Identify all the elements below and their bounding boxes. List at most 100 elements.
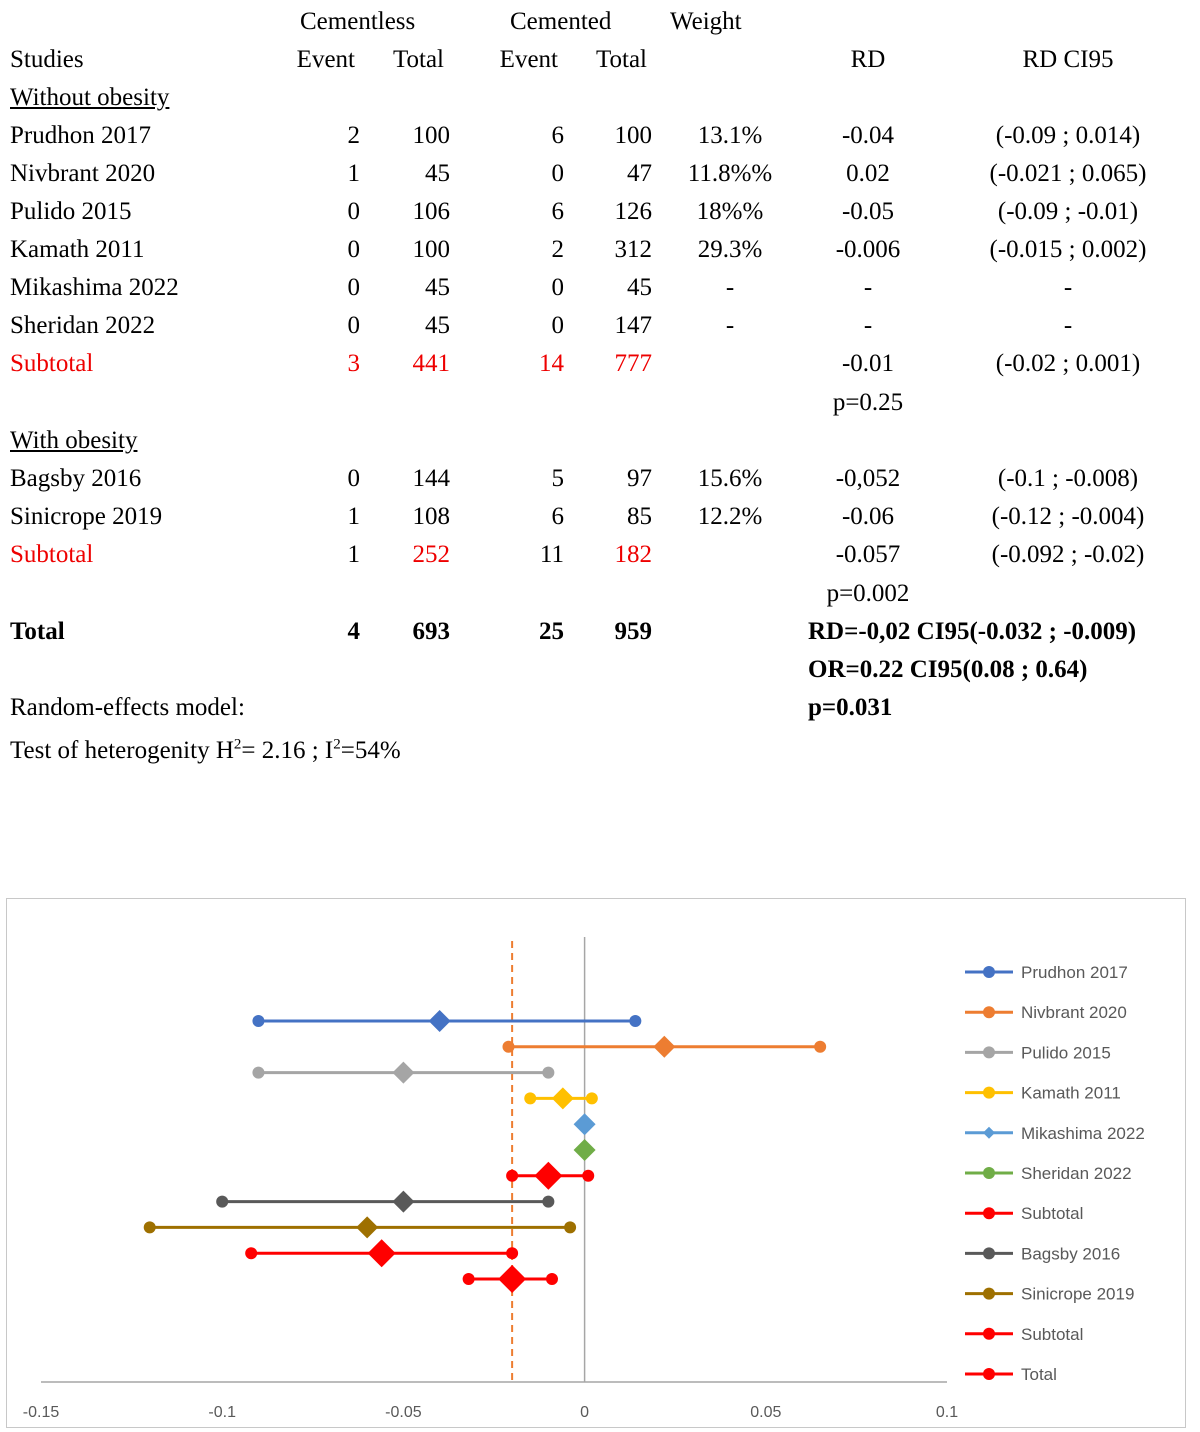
subtotal-event-1: 1 — [347, 541, 361, 568]
ci-lower-point — [252, 1066, 265, 1079]
x-tick-label: -0.15 — [23, 1404, 60, 1421]
row-event-2: 0 — [551, 274, 565, 301]
header-studies: Studies — [10, 46, 84, 73]
legend-label: Mikashima 2022 — [1021, 1124, 1145, 1143]
row-event-2: 6 — [551, 198, 565, 225]
row-ci: (-0.015 ; 0.002) — [989, 236, 1147, 263]
heterogeneity-h-value: = 2.16 ; I — [241, 737, 334, 764]
ci-upper-point — [545, 1273, 558, 1285]
total-rd-line: RD=-0,02 CI95(-0.032 ; -0.009) — [808, 618, 1137, 645]
subtotal-rd: -0.01 — [841, 350, 895, 377]
legend-label: Kamath 2011 — [1021, 1084, 1121, 1103]
subtotal-total-1: 441 — [412, 350, 451, 377]
forest-plot-chart: -0.15 -0.1 -0.05 0 0.05 0.1 Prudhon 2017 Nivbra… — [6, 898, 1186, 1428]
row-total-1: 100 — [412, 122, 451, 149]
rd-point — [573, 1113, 596, 1136]
ci-upper-point — [506, 1247, 519, 1260]
row-weight: 11.8%% — [687, 160, 773, 187]
ci-upper-point — [585, 1092, 598, 1105]
x-tick-label: 0 — [580, 1404, 589, 1421]
header-event-1: Event — [296, 46, 355, 73]
row-rd: -0.04 — [841, 122, 895, 149]
row-study: Kamath 2011 — [10, 236, 145, 263]
row-total-1: 45 — [425, 312, 450, 339]
legend-swatch-marker — [983, 1086, 995, 1099]
legend-label: Sheridan 2022 — [1021, 1164, 1132, 1183]
row-weight: 18%% — [696, 198, 764, 225]
ci-lower-point — [252, 1015, 265, 1027]
row-study: Prudhon 2017 — [10, 122, 151, 149]
legend-label: Subtotal — [1021, 1325, 1083, 1344]
row-total-1: 144 — [412, 465, 451, 492]
h-superscript: 2 — [233, 736, 242, 753]
section-title-without-obesity: Without obesity — [10, 84, 170, 111]
x-tick-label: -0.1 — [208, 1404, 236, 1421]
rd-point — [428, 1010, 451, 1032]
forest-table: Cementless Cemented Weight Studies Event… — [10, 8, 1147, 764]
row-weight: - — [725, 274, 735, 301]
subtotal-label: Subtotal — [10, 350, 94, 377]
rd-point — [367, 1239, 396, 1268]
legend-swatch-marker — [983, 1046, 995, 1059]
heterogeneity-i-value: =54% — [340, 737, 401, 764]
rd-point — [653, 1035, 676, 1058]
row-event-1: 2 — [347, 122, 361, 149]
header-rd-ci95: RD CI95 — [1022, 46, 1114, 73]
row-total-1: 100 — [412, 236, 451, 263]
subtotal-event-2: 14 — [539, 350, 564, 377]
header-rd: RD — [850, 46, 886, 73]
row-study: Sheridan 2022 — [10, 312, 156, 339]
row-event-2: 0 — [551, 160, 565, 187]
row-event-2: 6 — [551, 503, 565, 530]
row-event-1: 0 — [347, 198, 361, 225]
subtotal-total-1: 252 — [412, 541, 451, 568]
row-total-2: 312 — [614, 236, 653, 263]
row-rd: -0,052 — [835, 465, 901, 492]
row-rd: 0.02 — [846, 160, 890, 187]
row-study: Sinicrope 2019 — [10, 503, 163, 530]
subtotal-total-2: 182 — [614, 541, 653, 568]
row-study: Pulido 2015 — [10, 198, 132, 225]
section-title-with-obesity: With obesity — [10, 427, 138, 454]
row-rd: - — [863, 274, 873, 301]
row-total-1: 106 — [412, 198, 451, 225]
ci-upper-point — [814, 1040, 827, 1053]
row-event-2: 2 — [551, 236, 565, 263]
header-total-1: Total — [392, 46, 444, 73]
legend-swatch-marker — [983, 1207, 995, 1220]
model-label: Random-effects model: — [10, 694, 245, 721]
legend-label: Subtotal — [1021, 1204, 1083, 1223]
ci-upper-point — [542, 1066, 555, 1079]
row-ci: (-0.09 ; -0.01) — [997, 198, 1139, 225]
ci-lower-point — [216, 1195, 229, 1208]
legend-label: Pulido 2015 — [1021, 1043, 1111, 1062]
rd-point — [498, 1265, 527, 1293]
legend-swatch-marker — [983, 1368, 995, 1380]
legend-swatch-marker — [983, 1167, 995, 1179]
ci-upper-point — [582, 1169, 595, 1182]
row-event-2: 6 — [551, 122, 565, 149]
row-weight: 15.6% — [697, 465, 763, 492]
subtotal-p-value: p=0.002 — [826, 580, 910, 607]
legend-swatch-marker — [983, 1126, 995, 1139]
row-ci: (-0.1 ; -0.008) — [997, 465, 1139, 492]
row-total-1: 45 — [425, 274, 450, 301]
row-event-2: 0 — [551, 312, 565, 339]
row-weight: 12.2% — [697, 503, 763, 530]
row-total-2: 126 — [614, 198, 653, 225]
row-total-2: 100 — [614, 122, 653, 149]
total-label: Total — [10, 618, 65, 645]
row-event-1: 0 — [347, 312, 361, 339]
header-cemented: Cemented — [510, 8, 612, 35]
ci-lower-point — [524, 1092, 537, 1105]
x-tick-label: 0.05 — [750, 1404, 781, 1421]
subtotal-ci: (-0.02 ; 0.001) — [995, 350, 1141, 377]
total-or-line: OR=0.22 CI95(0.08 ; 0.64) — [808, 656, 1088, 683]
legend-swatch-marker — [983, 966, 995, 978]
header-event-2: Event — [499, 46, 558, 73]
legend-label: Nivbrant 2020 — [1021, 1003, 1127, 1022]
i-superscript: 2 — [333, 736, 341, 753]
header-weight: Weight — [670, 8, 742, 35]
subtotal-total-2: 777 — [614, 350, 653, 377]
row-total-2: 47 — [627, 160, 652, 187]
